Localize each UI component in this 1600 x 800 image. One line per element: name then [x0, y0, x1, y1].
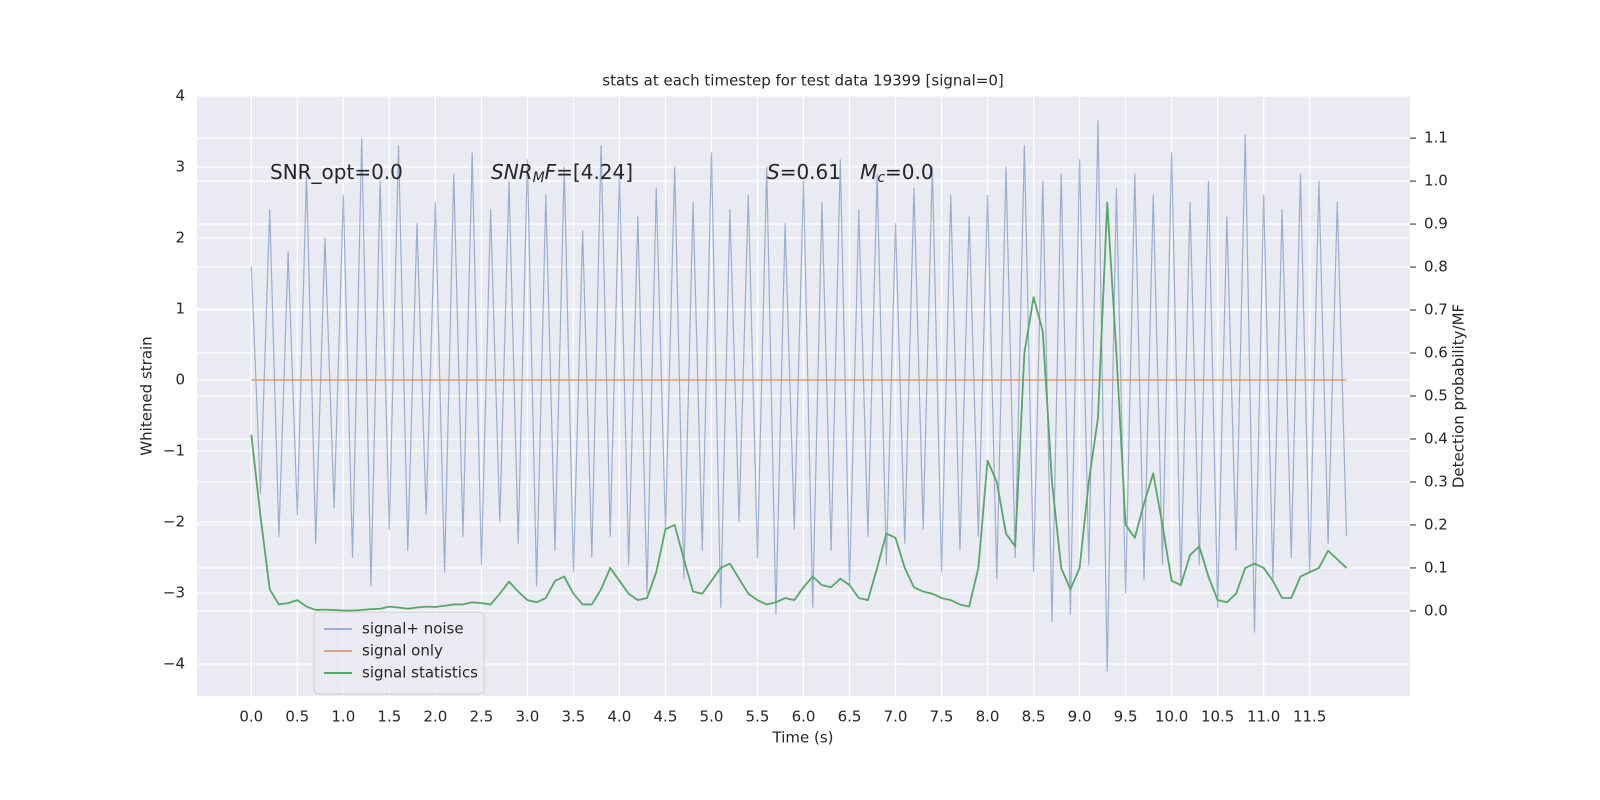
x-tick-label: 8.0 [976, 708, 1000, 726]
y-tick-label: −3 [163, 584, 185, 602]
x-tick-label: 3.0 [515, 708, 539, 726]
annotation: SNR_opt=0.0 [270, 160, 403, 184]
y2-tick-label: 0.9 [1424, 215, 1448, 233]
legend-label: signal+ noise [362, 620, 464, 638]
y2-tick-label: 1.1 [1424, 129, 1448, 147]
x-tick-label: 2.0 [423, 708, 447, 726]
x-tick-label: 10.5 [1201, 708, 1234, 726]
x-tick-label: 6.0 [792, 708, 816, 726]
x-tick-label: 1.0 [331, 708, 355, 726]
y2-tick-label: 0.2 [1424, 515, 1448, 533]
y-tick-label: 1 [175, 300, 185, 318]
legend-label: signal statistics [362, 664, 478, 682]
x-tick-label: 3.5 [561, 708, 585, 726]
annotation-part: SNR [491, 160, 533, 184]
annotation-part: =[4.24] [556, 160, 633, 184]
y2-tick-label: 0.1 [1424, 558, 1448, 576]
y-tick-label: 2 [175, 229, 185, 247]
y-tick-label: 3 [175, 158, 185, 176]
annotation-part: =0.0 [885, 160, 934, 184]
x-tick-label: 8.5 [1022, 708, 1046, 726]
legend-label: signal only [362, 642, 443, 660]
y2-tick-label: 0.8 [1424, 258, 1448, 276]
series-line [250, 120, 1348, 672]
annotation-part: c [877, 170, 885, 186]
x-tick-label: 6.5 [838, 708, 862, 726]
y2-tick-label: 0.4 [1424, 429, 1448, 447]
y2-tick-label: 0.5 [1424, 387, 1448, 405]
x-tick-label: 1.5 [377, 708, 401, 726]
x-tick-label: 0.0 [239, 708, 263, 726]
x-tick-label: 7.0 [884, 708, 908, 726]
y2-tick-label: 0.7 [1424, 301, 1448, 319]
marks [250, 120, 1348, 672]
x-tick-label: 10.0 [1155, 708, 1188, 726]
labels: 0.0 0.5 1.0 1.5 2.0 2.5 3.0 3.5 4.0 4.5 5.0 5.5 6.0 6… [163, 87, 1448, 726]
y2-tick-label: 0.0 [1424, 601, 1448, 619]
annotation-part: M [860, 160, 877, 184]
y-tick-label: −2 [163, 513, 185, 531]
y-axis-label: Whitened strain [138, 336, 156, 455]
y-tick-label: 0 [175, 371, 185, 389]
annotation-part: F [545, 160, 557, 184]
y2-tick-label: 0.6 [1424, 344, 1448, 362]
x-tick-label: 9.0 [1068, 708, 1092, 726]
annotation: S=0.61 Mc=0.0 [767, 160, 934, 187]
x-axis-label: Time (s) [772, 729, 834, 747]
y-tick-label: 4 [175, 87, 185, 105]
annotation-part: S [767, 160, 780, 184]
annotation-part: SNR_opt=0.0 [270, 160, 403, 184]
x-tick-label: 7.5 [930, 708, 954, 726]
annotation: SNRMF=[4.24] [491, 160, 633, 187]
x-tick-label: 2.5 [469, 708, 493, 726]
x-tick-label: 9.5 [1114, 708, 1138, 726]
y-tick-label: −1 [163, 442, 185, 460]
legend: signal+ noise signal only signal statistic… [313, 611, 485, 695]
x-tick-label: 5.5 [746, 708, 770, 726]
x-tick-label: 4.0 [608, 708, 632, 726]
x-tick-label: 4.5 [654, 708, 678, 726]
x-tick-label: 5.0 [700, 708, 724, 726]
y2-tick-label: 0.3 [1424, 472, 1448, 490]
annotation-part: M [533, 170, 545, 186]
x-tick-label: 0.5 [285, 708, 309, 726]
x-tick-label: 11.0 [1247, 708, 1280, 726]
series-line [250, 201, 1348, 612]
chart-title: stats at each timestep for test data 193… [602, 72, 1003, 90]
y-tick-label: −4 [163, 655, 185, 673]
y2-tick-label: 1.0 [1424, 172, 1448, 190]
y2-axis-label: Detection probability/MF [1450, 304, 1468, 488]
legend-box [313, 611, 485, 695]
annotation-part: =0.61 [780, 160, 860, 184]
x-tick-label: 11.5 [1293, 708, 1326, 726]
